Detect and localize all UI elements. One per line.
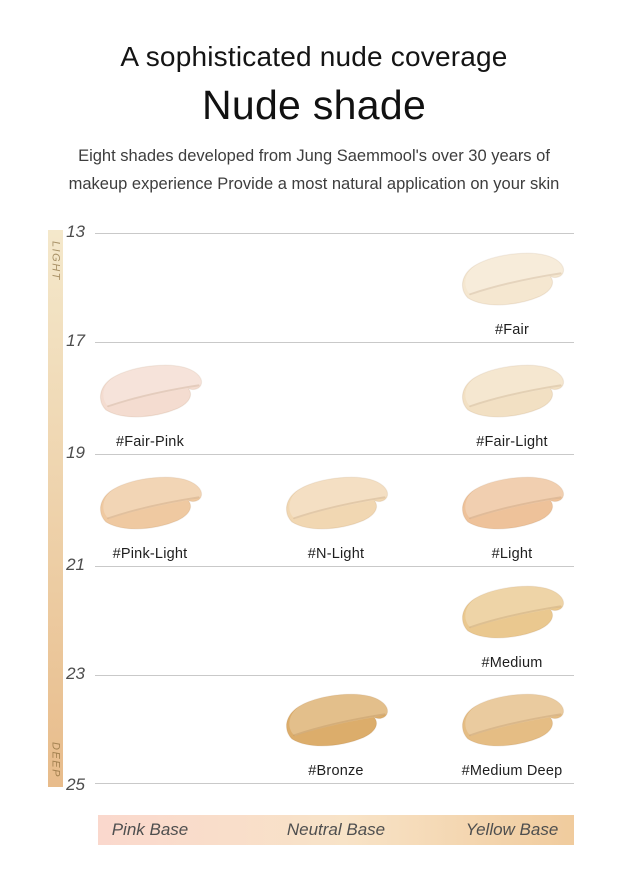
page-description: Eight shades developed from Jung Saemmoo… [0,142,628,198]
tone-scale-bar: LIGHT DEEP [48,230,63,787]
axis-tick-19: 19 [66,443,85,462]
shade-cell-medium: #Medium [427,583,597,671]
tone-label-deep: DEEP [49,742,62,778]
shade-cell-fair-light: #Fair-Light [427,362,597,450]
shade-swatch-fair-pink [94,362,206,431]
shade-label-pink-light: #Pink-Light [112,546,188,562]
shade-cell-bronze: #Bronze [251,691,421,779]
grid-row-13-17: 13 #Fair [66,222,574,342]
shade-swatch-pink-light [94,474,206,543]
shade-label-fair-pink: #Fair-Pink [115,434,185,450]
shade-cell-light: #Light [427,474,597,562]
shade-swatch-bronze [280,691,392,760]
shade-label-n-light: #N-Light [307,546,365,562]
shade-cell-n-light: #N-Light [251,474,421,562]
axis-tick-21: 21 [66,555,85,574]
shade-swatch-fair-light [456,362,568,431]
shade-cell-pink-light: #Pink-Light [65,474,235,562]
axis-tick-23: 23 [66,664,85,683]
shade-cell-fair-pink: #Fair-Pink [65,362,235,450]
shade-cell-medium-deep: #Medium Deep [427,691,597,779]
description-line-2: makeup experience Provide a most natural… [68,175,560,193]
axis-tick-17: 17 [66,331,85,350]
base-label-neutral: Neutral Base [286,820,386,839]
shade-label-bronze: #Bronze [308,763,364,779]
page-tagline: A sophisticated nude coverage [120,41,508,72]
shade-cell-fair: #Fair [427,250,597,338]
grid-row-17-19: 17 #Fair-Pink #Fair-Light [66,331,574,454]
header-section: A sophisticated nude coverage Nude shade… [0,40,628,198]
shade-swatch-n-light [280,474,392,543]
shade-swatch-medium [456,583,568,652]
shade-label-fair: #Fair [494,322,530,338]
page-title: Nude shade [201,82,427,128]
base-label-yellow: Yellow Base [465,820,559,839]
shade-label-medium: #Medium [481,655,543,671]
shade-swatch-medium-deep [456,691,568,760]
grid-row-21-23: 21 #Medium [66,555,574,675]
shade-label-light: #Light [491,546,533,562]
shade-label-medium-deep: #Medium Deep [461,763,563,779]
shade-swatch-light [456,474,568,543]
tone-label-light: LIGHT [49,241,62,281]
axis-tick-13: 13 [66,222,85,241]
shade-swatch-fair [456,250,568,319]
shade-label-fair-light: #Fair-Light [476,434,548,450]
description-line-1: Eight shades developed from Jung Saemmoo… [78,147,550,165]
shade-grid: 13 #Fair 17 #Fair-Pink #Fair-Light 19 #P… [66,222,574,794]
axis-tick-25: 25 [66,775,85,794]
base-axis-bar: Pink Base Neutral Base Yellow Base [98,815,574,845]
grid-row-23-25: 23 25 #Bronze #Medium Deep [66,664,574,794]
grid-row-19-21: 19 #Pink-Light #N-Light #Light [66,443,574,566]
base-label-pink: Pink Base [111,820,189,839]
